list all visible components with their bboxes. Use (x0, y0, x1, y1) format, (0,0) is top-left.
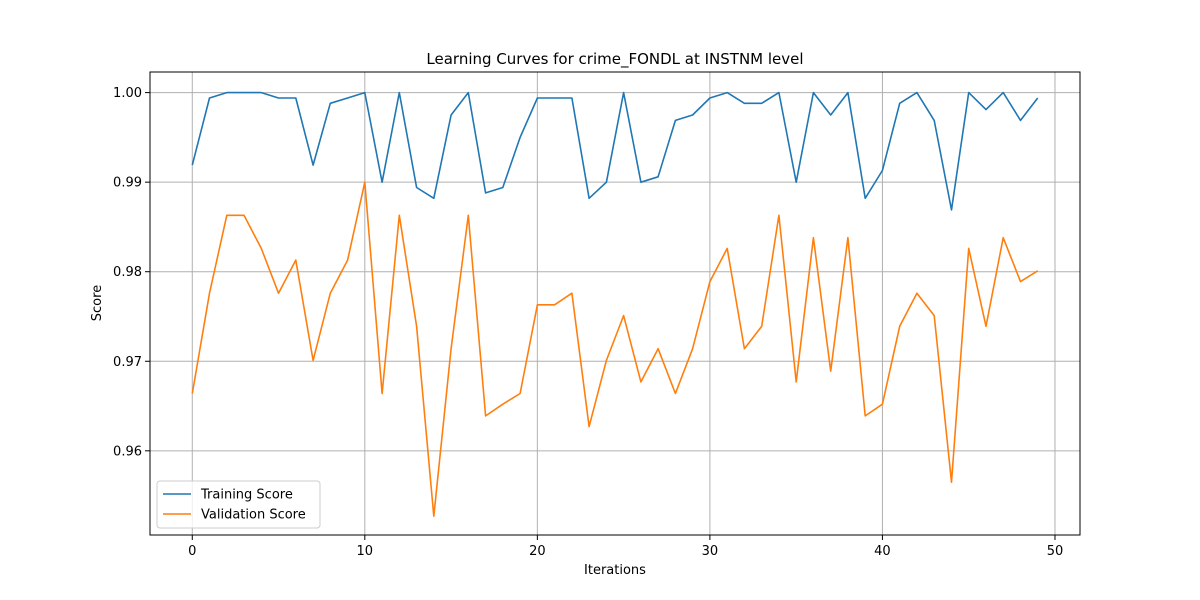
x-tick-label: 10 (357, 544, 374, 559)
x-tick-label: 50 (1047, 544, 1064, 559)
x-tick-label: 30 (702, 544, 719, 559)
legend: Training Score Validation Score (156, 480, 321, 529)
chart-title: Learning Curves for crime_FONDL at INSTN… (426, 50, 803, 69)
grid-lines (150, 72, 1080, 535)
y-tick-label: 1.00 (113, 86, 142, 101)
y-axis-ticks: 0.96 0.97 0.98 0.99 1.00 (113, 86, 150, 459)
validation-score-line (191, 181, 1039, 518)
legend-label-validation-score: Validation Score (201, 508, 306, 523)
plot-frame (149, 71, 1081, 536)
series-lines (191, 91, 1039, 518)
legend-label-training-score: Training Score (200, 488, 293, 503)
y-tick-label: 0.98 (113, 265, 142, 280)
training-score-line (191, 91, 1039, 211)
y-tick-label: 0.96 (113, 444, 142, 459)
x-tick-label: 40 (874, 544, 891, 559)
y-tick-label: 0.97 (113, 355, 142, 370)
x-tick-label: 0 (188, 544, 196, 559)
legend-box (156, 480, 321, 529)
x-axis-ticks: 0 10 20 30 40 50 (188, 535, 1063, 559)
y-axis-label: Score (90, 285, 105, 321)
x-axis-label: Iterations (584, 563, 646, 578)
y-tick-label: 0.99 (113, 176, 142, 191)
x-tick-label: 20 (529, 544, 546, 559)
